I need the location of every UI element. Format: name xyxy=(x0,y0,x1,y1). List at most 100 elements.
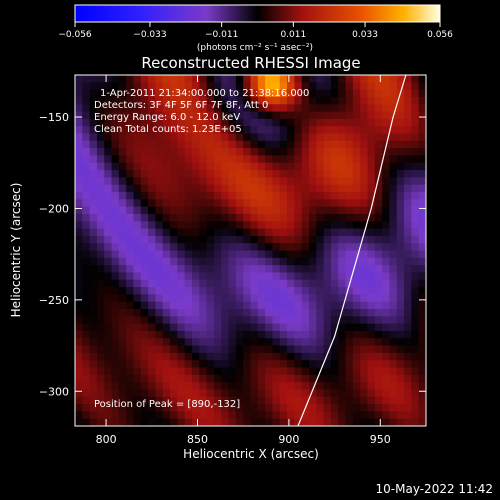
heatmap-cell xyxy=(396,382,405,391)
heatmap-cell xyxy=(170,184,178,193)
heatmap-cell xyxy=(111,279,120,288)
heatmap-cell xyxy=(338,309,347,317)
heatmap-cell xyxy=(111,352,120,361)
heatmap-cell xyxy=(330,96,339,105)
heatmap-cell xyxy=(228,309,237,317)
heatmap-cell xyxy=(265,177,274,186)
heatmap-cell xyxy=(221,221,230,230)
heatmap-cell xyxy=(250,418,259,426)
heatmap-cell xyxy=(294,82,303,91)
heatmap-cell xyxy=(170,338,178,347)
heatmap-cell xyxy=(192,396,200,405)
heatmap-cell xyxy=(235,352,244,361)
heatmap-cell xyxy=(206,140,215,149)
heatmap-cell xyxy=(323,199,332,208)
colorbar-tick-label: −0.033 xyxy=(133,30,166,40)
heatmap-cell xyxy=(404,243,412,252)
heatmap-cell xyxy=(272,221,281,230)
heatmap-cell xyxy=(374,301,383,310)
heatmap-cell xyxy=(338,104,347,113)
heatmap-cell xyxy=(352,404,361,412)
heatmap-cell xyxy=(316,192,325,200)
heatmap-cell xyxy=(111,301,120,310)
heatmap-cell xyxy=(228,287,237,295)
heatmap-cell xyxy=(389,213,398,222)
heatmap-cell xyxy=(228,104,237,113)
heatmap-cell xyxy=(82,294,91,303)
heatmap-cell xyxy=(199,389,208,398)
heatmap-cell xyxy=(404,309,412,317)
heatmap-cell xyxy=(257,75,266,83)
heatmap-cell xyxy=(338,184,347,193)
heatmap-cell xyxy=(250,221,259,230)
heatmap-cell xyxy=(382,162,391,171)
heatmap-cell xyxy=(338,389,347,398)
heatmap-cell xyxy=(192,199,200,208)
heatmap-cell xyxy=(287,294,295,303)
heatmap-cell xyxy=(177,294,186,303)
heatmap-cell xyxy=(206,184,215,193)
heatmap-cell xyxy=(330,257,339,266)
heatmap-cell xyxy=(272,360,281,369)
heatmap-cell xyxy=(140,170,149,178)
heatmap-cell xyxy=(104,279,113,288)
heatmap-cell xyxy=(228,279,237,288)
heatmap-cell xyxy=(235,287,244,295)
heatmap-cell xyxy=(75,396,83,405)
heatmap-cell xyxy=(177,140,186,149)
heatmap-cell xyxy=(89,367,98,376)
heatmap-cell xyxy=(338,396,347,405)
heatmap-cell xyxy=(155,148,164,157)
heatmap-cell xyxy=(206,396,215,405)
heatmap-cell xyxy=(345,243,354,252)
heatmap-cell xyxy=(279,206,288,215)
heatmap-cell xyxy=(235,272,244,281)
heatmap-cell xyxy=(199,382,208,391)
heatmap-cell xyxy=(162,330,171,339)
heatmap-cell xyxy=(228,330,237,339)
heatmap-cell xyxy=(184,118,193,127)
heatmap-cell xyxy=(309,396,317,405)
heatmap-cell xyxy=(140,184,149,193)
heatmap-cell xyxy=(133,243,142,252)
heatmap-cell xyxy=(250,404,259,412)
heatmap-cell xyxy=(148,126,157,135)
heatmap-cell xyxy=(323,411,332,420)
heatmap-cell xyxy=(367,192,376,200)
heatmap-cell xyxy=(352,235,361,244)
heatmap-cell xyxy=(184,265,193,274)
heatmap-cell xyxy=(418,250,426,259)
heatmap-cell xyxy=(287,411,295,420)
heatmap-cell xyxy=(213,309,222,317)
heatmap-cell xyxy=(170,287,178,295)
heatmap-cell xyxy=(374,111,383,120)
heatmap-cell xyxy=(133,177,142,186)
heatmap-cell xyxy=(352,330,361,339)
heatmap-cell xyxy=(411,374,420,383)
heatmap-cell xyxy=(184,287,193,295)
heatmap-cell xyxy=(352,96,361,105)
heatmap-cell xyxy=(228,206,237,215)
heatmap-cell xyxy=(162,162,171,171)
heatmap-cell xyxy=(104,243,113,252)
heatmap-cell xyxy=(235,374,244,383)
heatmap-cell xyxy=(243,352,252,361)
heatmap-cell xyxy=(213,257,222,266)
heatmap-cell xyxy=(89,287,98,295)
heatmap-cell xyxy=(118,323,127,332)
heatmap-cell xyxy=(133,199,142,208)
heatmap-cell xyxy=(418,75,426,83)
heatmap-cell xyxy=(192,140,200,149)
heatmap-cell xyxy=(352,206,361,215)
heatmap-cell xyxy=(309,155,317,164)
heatmap-cell xyxy=(287,374,295,383)
heatmap-cell xyxy=(418,396,426,405)
heatmap-cell xyxy=(199,338,208,347)
heatmap-cell xyxy=(235,294,244,303)
heatmap-cell xyxy=(155,111,164,120)
heatmap-cell xyxy=(111,82,120,91)
heatmap-cell xyxy=(206,118,215,127)
heatmap-cell xyxy=(279,360,288,369)
heatmap-cell xyxy=(279,155,288,164)
heatmap-cell xyxy=(184,411,193,420)
